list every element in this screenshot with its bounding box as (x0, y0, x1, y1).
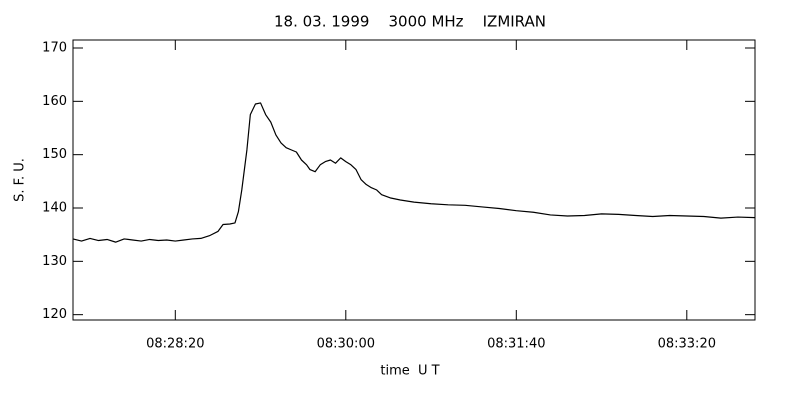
y-tick-label: 150 (42, 147, 67, 162)
chart-title: 18. 03. 1999 3000 MHz IZMIRAN (274, 13, 546, 31)
x-axis-label: time U T (380, 364, 439, 379)
y-tick-label: 160 (42, 94, 67, 109)
y-axis-label: S. F. U. (13, 158, 28, 202)
data-line (72, 102, 756, 243)
y-tick-label: 140 (42, 201, 67, 216)
plot-frame (72, 39, 756, 321)
y-tick-label: 120 (42, 307, 67, 322)
x-tick-label: 08:30:00 (317, 337, 375, 352)
y-tick-label: 170 (42, 41, 67, 56)
x-tick-label: 08:28:20 (146, 337, 204, 352)
x-tick-label: 08:33:20 (658, 337, 716, 352)
x-tick-label: 08:31:40 (487, 337, 545, 352)
y-tick-label: 130 (42, 254, 67, 269)
